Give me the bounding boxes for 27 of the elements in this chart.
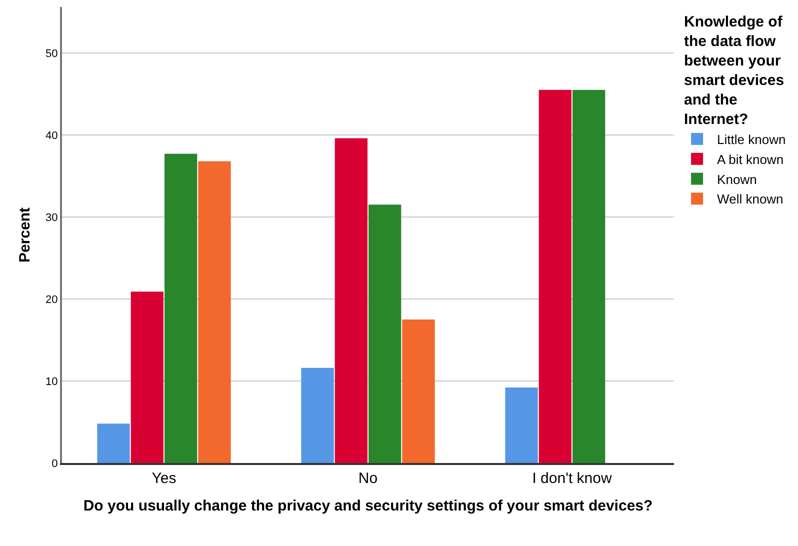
bar [505,388,538,463]
bar [130,292,164,463]
y-tick-label: 50 [46,48,58,60]
bar [368,204,402,463]
y-tick-label: 20 [46,294,58,306]
bar [301,368,334,463]
legend-label: Known [717,172,757,187]
y-axis-title: Percent [16,207,34,263]
bar [402,319,435,463]
y-tick-label: 10 [46,376,58,388]
bar [334,138,368,463]
bar [164,154,198,463]
bar [538,90,572,463]
x-tick-label: No [358,470,378,487]
x-axis-title: Do you usually change the privacy and security settings of your smart devices? [83,498,653,514]
bar [97,424,130,463]
y-tick-label: 40 [46,130,58,142]
bar [198,161,231,463]
legend-label: Well known [717,192,784,207]
bar [572,90,606,463]
y-tick-label: 0 [52,458,58,470]
y-tick-label: 30 [46,212,58,224]
legend-title: Knowledge of the data flow between your smart devices and the Internet? [684,14,784,128]
legend-label: A bit known [717,152,784,167]
legend-label: Little known [717,132,786,148]
x-tick-label: Yes [152,470,176,487]
x-tick-label: I don't know [532,470,612,487]
